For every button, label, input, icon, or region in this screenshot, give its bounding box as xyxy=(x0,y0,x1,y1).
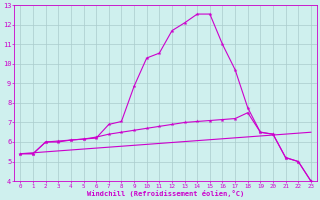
X-axis label: Windchill (Refroidissement éolien,°C): Windchill (Refroidissement éolien,°C) xyxy=(87,190,244,197)
